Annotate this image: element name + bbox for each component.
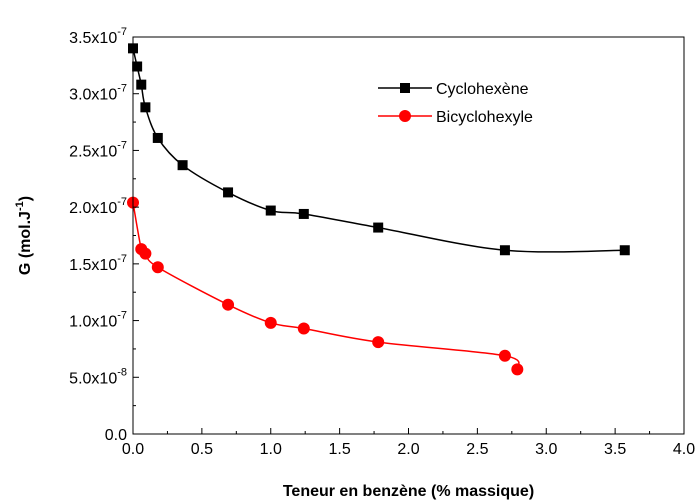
x-tick-label: 0.0 xyxy=(122,441,144,458)
data-point-square xyxy=(373,222,384,233)
x-axis-title: Teneur en benzène (% massique) xyxy=(283,483,534,500)
series-line-1 xyxy=(132,202,520,370)
data-point-square xyxy=(132,61,143,72)
legend-label: Bicyclohexyle xyxy=(436,109,533,126)
data-point-square xyxy=(140,102,151,113)
data-point-square xyxy=(177,160,188,171)
y-axis-title-end: ) xyxy=(17,196,34,201)
y-tick-label: 3.5x10-7 xyxy=(69,26,127,47)
x-tick-label: 1.5 xyxy=(329,441,351,458)
data-point-circle xyxy=(264,316,277,329)
x-tick-label: 2.0 xyxy=(397,441,419,458)
data-point-square xyxy=(499,245,510,256)
x-tick-label: 0.5 xyxy=(191,441,213,458)
x-tick-label: 1.0 xyxy=(260,441,282,458)
data-point-circle xyxy=(139,247,152,260)
data-point-circle xyxy=(151,261,164,274)
x-tick-label: 3.0 xyxy=(535,441,557,458)
data-point-circle xyxy=(372,336,385,349)
y-axis-title: G (mol.J-1) xyxy=(14,196,34,275)
data-point-circle xyxy=(222,298,235,311)
data-point-square xyxy=(152,132,163,143)
data-point-square xyxy=(265,205,276,216)
data-point-circle xyxy=(297,322,310,335)
y-tick-label: 0.0 xyxy=(105,427,127,444)
y-tick-label: 3.0x10-7 xyxy=(69,83,127,104)
data-point-square xyxy=(298,208,309,219)
data-point-circle xyxy=(498,349,511,362)
legend: Cyclohexène Bicyclohexyle xyxy=(378,81,533,126)
y-tick-label: 1.5x10-7 xyxy=(69,253,127,274)
data-point-square xyxy=(136,79,147,90)
y-tick-label: 1.0x10-7 xyxy=(69,310,127,331)
data-point-square xyxy=(223,187,234,198)
y-axis-title-sup: -1 xyxy=(14,201,26,211)
y-tick-label: 5.0x10-8 xyxy=(69,366,127,387)
series-line-0 xyxy=(132,48,625,253)
y-axis-title-main: G (mol.J xyxy=(17,211,34,275)
legend-marker-circle xyxy=(399,110,411,122)
x-tick-label: 3.5 xyxy=(604,441,626,458)
y-tick-label: 2.0x10-7 xyxy=(69,196,127,217)
legend-marker-square xyxy=(400,83,410,93)
data-point-square xyxy=(619,245,630,256)
x-tick-label: 2.5 xyxy=(466,441,488,458)
y-tick-label: 2.5x10-7 xyxy=(69,139,127,160)
x-tick-label: 4.0 xyxy=(673,441,695,458)
data-point-circle xyxy=(511,363,524,376)
legend-label: Cyclohexène xyxy=(436,81,529,98)
plot-frame xyxy=(132,36,685,435)
